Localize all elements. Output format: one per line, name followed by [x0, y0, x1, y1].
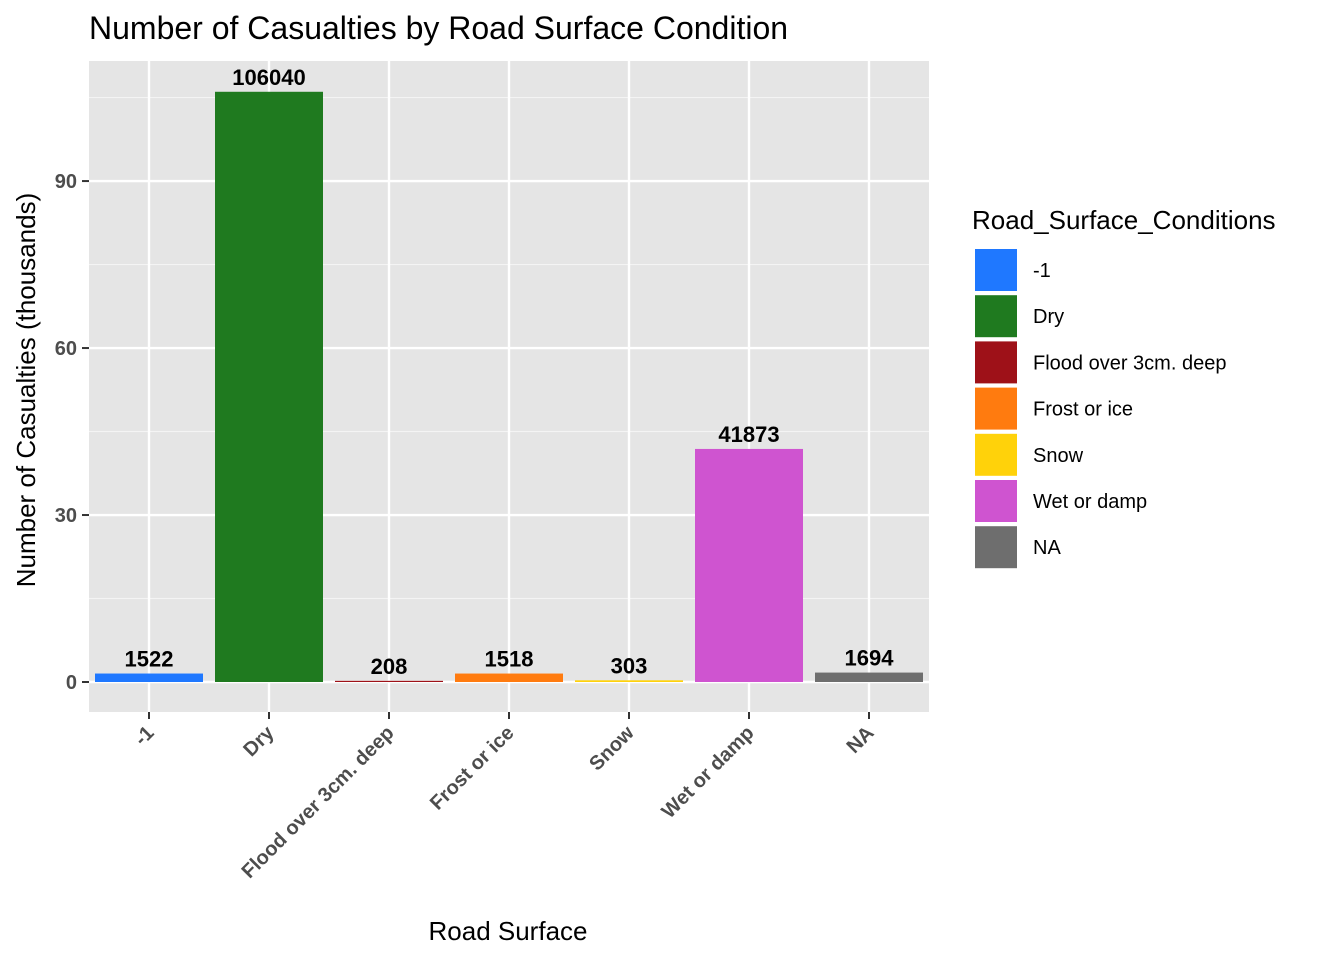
- legend-swatch: [973, 524, 1019, 571]
- x-axis-title: Road Surface: [429, 916, 588, 946]
- legend-swatch: [973, 339, 1019, 386]
- x-tick-label: Snow: [585, 722, 639, 776]
- bar-dry: [215, 91, 323, 682]
- bar-frost-or-ice: [455, 673, 563, 682]
- data-label: 208: [371, 654, 408, 679]
- legend-swatch: [973, 247, 1019, 293]
- x-tick-label: Wet or damp: [658, 722, 759, 823]
- legend: Road_Surface_Conditions -1 Dry Flood over …: [972, 205, 1276, 571]
- data-labels: 1522 106040 208 1518 303 41873 1694: [125, 65, 895, 679]
- y-axis-title: Number of Casualties (thousands): [11, 193, 41, 588]
- bar-na: [815, 672, 923, 682]
- chart-title: Number of Casualties by Road Surface Con…: [89, 10, 788, 46]
- legend-label: -1: [1033, 260, 1051, 282]
- data-label: 303: [611, 653, 648, 678]
- x-tick-label: -1: [130, 722, 158, 750]
- y-axis: 0 30 60 90: [55, 171, 89, 694]
- legend-swatch: [973, 293, 1019, 340]
- legend-label: Snow: [1033, 445, 1084, 467]
- legend-swatch: [973, 385, 1019, 432]
- data-label: 106040: [232, 65, 305, 90]
- y-tick-label: 30: [55, 505, 77, 527]
- y-tick-label: 0: [66, 672, 77, 694]
- legend-swatch: [973, 478, 1019, 524]
- data-label: 41873: [718, 422, 779, 447]
- legend-label: Wet or damp: [1033, 491, 1147, 513]
- bars: [95, 91, 923, 682]
- y-tick-label: 90: [55, 171, 77, 193]
- x-tick-label: NA: [843, 722, 879, 758]
- legend-label: Dry: [1033, 306, 1064, 328]
- legend-label: Flood over 3cm. deep: [1033, 352, 1226, 374]
- legend-items: -1 Dry Flood over 3cm. deep Frost or ice Sno…: [973, 247, 1226, 571]
- data-label: 1518: [485, 647, 534, 672]
- y-tick-label: 60: [55, 338, 77, 360]
- bar-wet-or-damp: [695, 448, 803, 682]
- bar-1: [95, 673, 203, 682]
- bar-snow: [575, 680, 683, 682]
- data-label: 1522: [125, 647, 174, 672]
- legend-label: NA: [1033, 537, 1061, 559]
- bar-flood-over-3cm-deep: [335, 680, 443, 682]
- legend-swatch: [973, 431, 1019, 478]
- x-tick-label: Dry: [239, 721, 279, 761]
- legend-title: Road_Surface_Conditions: [972, 205, 1276, 235]
- data-label: 1694: [845, 646, 895, 671]
- x-tick-label: Frost or ice: [426, 722, 519, 815]
- legend-label: Frost or ice: [1033, 399, 1133, 421]
